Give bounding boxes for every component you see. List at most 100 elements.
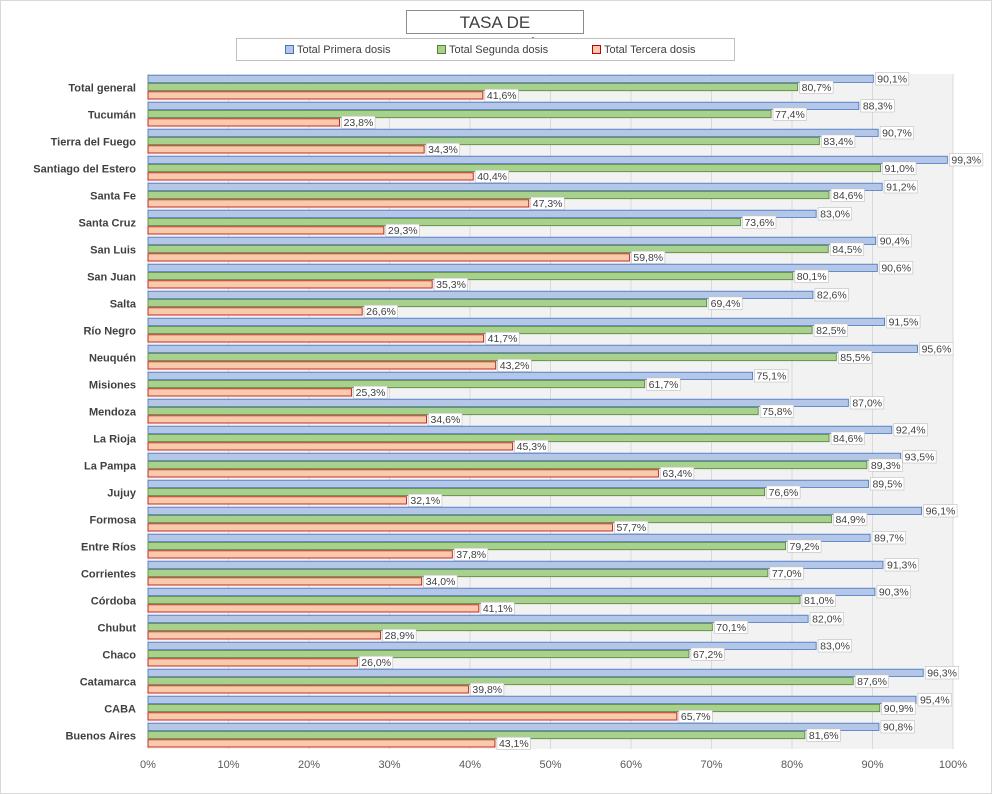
category-label: Mendoza — [89, 407, 137, 419]
data-label: 75,8% — [762, 406, 792, 418]
data-label: 67,2% — [693, 649, 723, 661]
data-label: 34,0% — [426, 576, 456, 588]
category-label: Buenos Aires — [65, 731, 136, 743]
bar — [147, 560, 884, 569]
data-label-box — [408, 493, 443, 507]
data-label: 85,5% — [840, 352, 870, 364]
bar — [147, 550, 453, 559]
data-label: 40,4% — [477, 171, 507, 183]
data-label: 83,0% — [820, 209, 850, 221]
data-label: 91,3% — [887, 560, 917, 572]
data-label-box — [876, 585, 911, 599]
data-label-box — [902, 450, 937, 464]
bar — [147, 263, 878, 272]
legend-entry-tercera: Total Tercera dosis — [592, 43, 696, 57]
legend-entry-primera: Total Primera dosis — [285, 43, 391, 57]
data-label: 61,7% — [649, 379, 679, 391]
data-label-box — [854, 674, 889, 688]
data-label-box — [353, 385, 388, 399]
data-label: 92,4% — [896, 425, 926, 437]
data-label: 89,7% — [874, 533, 904, 545]
bar — [147, 299, 708, 308]
category-label: Tucumán — [88, 110, 136, 122]
data-label-box — [614, 520, 649, 534]
data-label-box — [514, 439, 549, 453]
legend-label-tercera: Total Tercera dosis — [604, 44, 696, 56]
bar — [147, 496, 407, 505]
data-label: 43,2% — [500, 360, 530, 372]
data-label-box — [766, 485, 801, 499]
bar — [147, 280, 433, 289]
data-label: 41,7% — [488, 333, 518, 345]
data-label-box — [453, 547, 489, 561]
bar — [147, 523, 613, 532]
data-label-box — [382, 628, 417, 642]
data-label: 35,3% — [436, 279, 466, 291]
category-label: Total general — [68, 83, 136, 95]
data-label-box — [919, 342, 954, 356]
data-label: 43,1% — [499, 738, 529, 750]
data-label: 90,4% — [880, 236, 910, 248]
bar — [147, 685, 469, 694]
data-label: 90,8% — [883, 722, 913, 734]
data-label-box — [631, 250, 666, 264]
bar — [147, 712, 678, 721]
data-label-box — [880, 720, 915, 734]
bar — [147, 272, 794, 281]
category-label: Jujuy — [107, 488, 137, 500]
data-label: 77,0% — [772, 568, 802, 580]
data-label-box — [363, 304, 398, 318]
data-label: 96,3% — [927, 668, 957, 680]
bar — [147, 145, 425, 154]
bar — [147, 91, 484, 100]
bar — [147, 218, 741, 227]
data-label: 95,6% — [922, 344, 952, 356]
data-label-box — [924, 666, 960, 680]
bar — [147, 209, 817, 218]
bar — [147, 604, 480, 613]
data-label-box — [870, 477, 905, 491]
bar — [147, 290, 814, 299]
data-label: 57,7% — [616, 522, 646, 534]
category-label: Entre Ríos — [81, 542, 136, 554]
data-label: 89,5% — [872, 479, 902, 491]
bar — [147, 110, 772, 119]
data-label-box — [646, 377, 681, 391]
category-label: Salta — [110, 299, 137, 311]
data-label: 90,3% — [879, 587, 909, 599]
data-label: 82,0% — [812, 614, 842, 626]
data-label-box — [871, 531, 906, 545]
data-label-box — [875, 72, 910, 86]
bar — [147, 650, 690, 659]
data-label: 91,0% — [885, 163, 915, 175]
bar — [147, 74, 874, 83]
data-label: 84,6% — [833, 190, 863, 202]
data-label: 73,6% — [744, 217, 774, 229]
data-label: 82,6% — [817, 290, 847, 302]
legend-entry-segunda: Total Segunda dosis — [437, 43, 548, 57]
data-label: 25,3% — [356, 387, 386, 399]
data-label: 79,2% — [790, 541, 820, 553]
category-label: Santa Cruz — [79, 218, 137, 230]
data-label: 32,1% — [410, 495, 440, 507]
data-label: 28,9% — [385, 630, 415, 642]
data-label: 23,8% — [344, 117, 374, 129]
x-tick-label: 20% — [298, 759, 320, 771]
data-label: 90,6% — [881, 263, 911, 275]
legend-label-segunda: Total Segunda dosis — [449, 44, 549, 56]
data-label-box — [474, 169, 510, 183]
bar — [147, 118, 340, 127]
bar — [147, 461, 868, 470]
data-label: 81,6% — [809, 730, 839, 742]
data-label: 90,1% — [877, 74, 907, 86]
legend-swatch-tercera — [592, 44, 601, 54]
data-label: 63,4% — [662, 468, 692, 480]
bar — [147, 182, 883, 191]
data-label: 93,5% — [905, 452, 935, 464]
data-label: 95,4% — [920, 695, 950, 707]
data-label-box — [425, 142, 460, 156]
legend-label-primera: Total Primera dosis — [297, 44, 391, 56]
category-label: San Juan — [87, 272, 136, 284]
data-label-box — [428, 412, 463, 426]
data-label-box — [799, 80, 834, 94]
